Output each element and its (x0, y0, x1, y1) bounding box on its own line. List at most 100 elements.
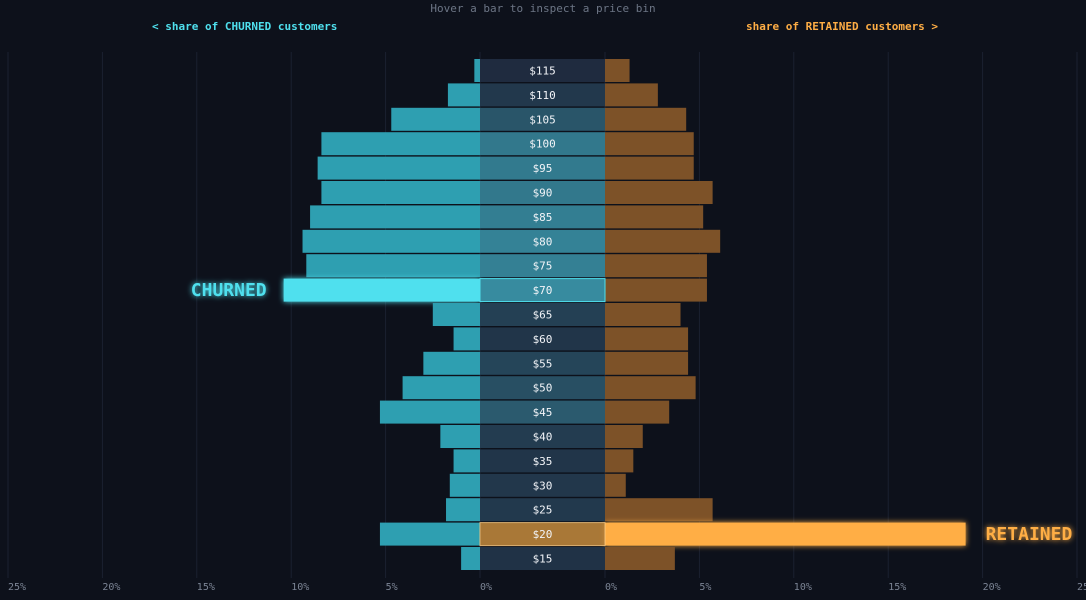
price-bin-cell[interactable] (480, 327, 605, 351)
highlight-labels: CHURNED RETAINED (191, 280, 1073, 545)
retained-bar[interactable] (605, 473, 626, 497)
x-tick-right: 0% (605, 582, 617, 593)
price-bin-cell[interactable] (480, 376, 605, 400)
price-bin-cell[interactable] (480, 449, 605, 473)
price-bin-cell[interactable] (480, 205, 605, 229)
hover-hint: Hover a bar to inspect a price bin (430, 2, 656, 15)
retained-bar[interactable] (605, 351, 689, 375)
x-tick-left: 15% (197, 582, 215, 593)
price-bin-label: $45 (533, 406, 553, 419)
price-bin-cell[interactable] (479, 522, 606, 547)
price-bin-cell[interactable] (479, 278, 606, 303)
price-bin-label: $20 (533, 528, 553, 541)
churned-bar[interactable] (379, 522, 480, 546)
price-bin-cell[interactable] (480, 229, 605, 253)
price-bin-cell[interactable] (480, 83, 605, 107)
retained-bar[interactable] (605, 303, 681, 326)
churned-bar[interactable] (302, 229, 480, 253)
churned-highlight-label: CHURNED (191, 280, 267, 301)
retained-bar[interactable] (605, 449, 634, 473)
price-bin-label: $90 (533, 187, 553, 200)
retained-bars (605, 59, 966, 570)
price-bin-cell[interactable] (480, 498, 605, 522)
x-tick-right: 10% (794, 582, 812, 593)
retained-bar[interactable] (605, 400, 670, 424)
price-bin-cell[interactable] (480, 303, 605, 326)
price-bin-label: $95 (533, 162, 553, 175)
x-tick-left: 25% (8, 582, 26, 593)
price-bin-label: $75 (533, 260, 553, 273)
price-bin-cell[interactable] (480, 156, 605, 180)
retained-bar[interactable] (605, 327, 689, 351)
churned-bar[interactable] (453, 327, 480, 351)
churned-bar[interactable] (391, 107, 480, 131)
churned-bar[interactable] (453, 449, 480, 473)
price-bin-label: $105 (529, 113, 556, 126)
churned-bar[interactable] (461, 547, 480, 570)
price-bin-label: $50 (533, 382, 553, 395)
churned-bar[interactable] (317, 156, 480, 180)
churned-bar[interactable] (474, 59, 480, 82)
churned-bar[interactable] (306, 254, 480, 278)
churned-bar[interactable] (423, 351, 480, 375)
churned-axis-title: < share of CHURNED customers (152, 20, 338, 33)
price-bin-label: $40 (533, 431, 553, 444)
retained-bar[interactable] (605, 132, 694, 156)
churned-bar[interactable] (432, 303, 480, 326)
retained-bar[interactable] (605, 229, 721, 253)
retained-bar[interactable] (605, 425, 643, 448)
retained-bar[interactable] (605, 107, 687, 131)
churned-bar[interactable] (321, 181, 480, 204)
price-bin-cell[interactable] (480, 132, 605, 156)
price-bin-label: $15 (533, 553, 553, 566)
retained-bar[interactable] (605, 376, 696, 400)
price-bin-cell[interactable] (480, 254, 605, 278)
retained-bar[interactable] (605, 83, 658, 107)
retained-bar[interactable] (605, 278, 707, 302)
price-bin-cell[interactable] (480, 400, 605, 424)
x-tick-right: 5% (699, 582, 711, 593)
retained-bar[interactable] (605, 205, 704, 229)
churned-bar[interactable] (447, 83, 480, 107)
x-tick-right: 20% (983, 582, 1001, 593)
retained-bar[interactable] (605, 498, 713, 522)
churned-bars (283, 59, 480, 570)
churned-bar[interactable] (440, 425, 480, 448)
retained-bar[interactable] (605, 156, 694, 180)
price-bin-cell[interactable] (480, 425, 605, 448)
price-bin-label: $100 (529, 138, 556, 151)
x-axis-ticks: 25% 20% 15% 10% 5% 0% 0% 5% 10% 15% 20% 25% (8, 582, 1086, 593)
price-bin-cell[interactable] (480, 59, 605, 82)
price-bin-label: $25 (533, 504, 553, 517)
retained-bar[interactable] (605, 254, 707, 278)
churned-bar[interactable] (446, 498, 480, 522)
price-bin-label: $85 (533, 211, 553, 224)
x-tick-left: 0% (480, 582, 492, 593)
churned-bar[interactable] (310, 205, 480, 229)
price-bin-label: $110 (529, 89, 556, 102)
retained-bar[interactable] (605, 547, 675, 570)
x-tick-left: 20% (102, 582, 120, 593)
price-bin-cell[interactable] (480, 181, 605, 204)
x-tick-left: 10% (291, 582, 309, 593)
retained-bar[interactable] (605, 181, 713, 204)
price-bin-label: $70 (533, 284, 553, 297)
churned-bar[interactable] (449, 473, 480, 497)
price-bins: $115 $110 $105 $100 $95 $90 $85 $80 $75 $70 $65 $60… (479, 59, 606, 570)
churned-bar[interactable] (402, 376, 480, 400)
retained-highlight-label: RETAINED (986, 524, 1073, 545)
price-bin-cell[interactable] (480, 473, 605, 497)
churned-bar[interactable] (283, 278, 480, 302)
price-bin-label: $55 (533, 357, 553, 370)
churned-bar[interactable] (321, 132, 480, 156)
price-bin-cell[interactable] (480, 107, 605, 131)
price-bin-label: $30 (533, 479, 553, 492)
price-bin-cell[interactable] (480, 547, 605, 570)
retained-bar[interactable] (605, 522, 966, 546)
price-bin-label: $65 (533, 309, 553, 322)
retained-bar[interactable] (605, 59, 630, 82)
churned-bar[interactable] (379, 400, 480, 424)
price-bin-label: $60 (533, 333, 553, 346)
price-bin-cell[interactable] (480, 351, 605, 375)
x-tick-right: 25% (1077, 582, 1086, 593)
